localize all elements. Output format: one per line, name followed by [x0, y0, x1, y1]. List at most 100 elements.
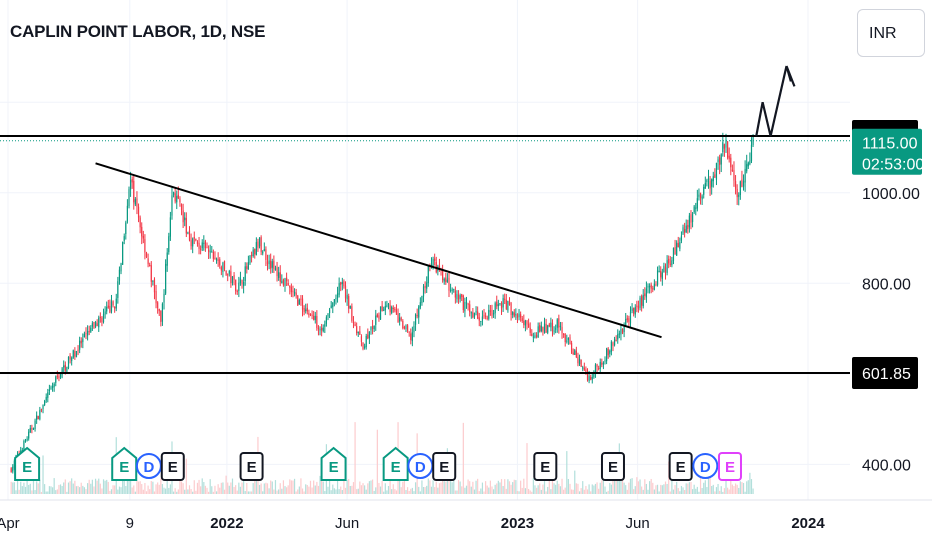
candle-body — [424, 285, 426, 288]
candle-body — [190, 240, 192, 247]
candle-body — [469, 304, 471, 313]
candle-body — [666, 260, 668, 273]
volume-bar — [462, 422, 464, 494]
candle-body — [706, 180, 708, 183]
candle-body — [395, 309, 398, 315]
candle-body — [717, 159, 719, 163]
volume-bar — [161, 484, 164, 494]
candle-body — [459, 295, 461, 299]
candle-body — [445, 277, 447, 283]
candle-body — [40, 409, 43, 411]
candle-body — [426, 282, 428, 289]
candle-body — [637, 305, 640, 309]
volume-bar — [381, 481, 383, 494]
candle-body — [744, 168, 746, 183]
candle-body — [736, 188, 738, 198]
volume-bar — [521, 487, 523, 494]
volume-bar — [206, 487, 208, 494]
candle-body — [583, 367, 585, 370]
volume-bar — [749, 472, 751, 494]
volume-bar — [185, 458, 187, 494]
candle-body — [626, 318, 628, 320]
candle-body — [711, 179, 713, 187]
volume-bar — [725, 480, 727, 494]
volume-bar — [177, 489, 179, 494]
volume-bar — [639, 479, 641, 494]
candle-body — [672, 247, 675, 261]
volume-bar — [602, 479, 605, 494]
volume-bar — [677, 488, 679, 494]
volume-bar — [696, 486, 698, 494]
candle-body — [308, 312, 310, 316]
candle-body — [311, 314, 313, 316]
candle-body — [330, 305, 332, 309]
event-marker-e: E — [717, 452, 742, 481]
candle-body — [67, 356, 70, 369]
candle-body — [405, 325, 407, 330]
candle-body — [516, 314, 519, 318]
volume-bar — [56, 489, 58, 494]
volume-bar — [141, 484, 143, 494]
volume-bar — [481, 482, 484, 494]
volume-bar — [47, 491, 49, 494]
volume-bar — [577, 483, 579, 494]
candle-body — [21, 450, 23, 452]
candle-body — [515, 314, 517, 316]
volume-bar — [359, 481, 361, 494]
volume-bar — [346, 479, 348, 494]
candle-body — [93, 321, 95, 329]
volume-bar — [510, 484, 512, 494]
volume-bar — [666, 483, 668, 494]
volume-bar — [671, 480, 673, 494]
volume-bar — [727, 487, 729, 494]
candle-body — [521, 318, 523, 322]
candle-body — [543, 323, 546, 334]
volume-bar — [219, 487, 221, 494]
candle-body — [340, 282, 342, 285]
event-marker-label: E — [608, 459, 618, 476]
candle-body — [704, 182, 706, 189]
volume-bar — [421, 480, 423, 494]
candle-body — [488, 309, 490, 319]
volume-bar — [163, 487, 165, 494]
candle-body — [462, 295, 464, 311]
candle-body — [160, 310, 162, 322]
event-marker-label: E — [725, 459, 735, 476]
volume-bar — [617, 478, 619, 494]
volume-bar — [18, 489, 20, 494]
candle-body — [29, 427, 31, 432]
volume-bar — [233, 486, 235, 494]
volume-bar — [64, 479, 66, 494]
volume-bar — [168, 487, 170, 494]
candle-body — [585, 369, 587, 373]
volume-bar — [72, 483, 74, 494]
volume-bar — [653, 489, 655, 494]
candle-body — [177, 194, 179, 199]
volume-bar — [250, 491, 253, 494]
earnings-marker-shape — [382, 446, 409, 481]
currency-button[interactable]: INR — [857, 9, 925, 57]
volume-bar — [319, 475, 321, 494]
candle-body — [563, 333, 565, 335]
volume-bar — [691, 489, 694, 494]
volume-bar — [454, 490, 456, 494]
candle-body — [551, 323, 554, 332]
candle-body — [602, 362, 605, 365]
last-price-label: 1115.00 — [862, 136, 918, 153]
candle-body — [701, 196, 703, 200]
candle-body — [290, 287, 292, 293]
volume-bar — [71, 478, 73, 494]
volume-bar — [551, 478, 554, 494]
candle-body — [529, 327, 531, 333]
volume-bar — [418, 486, 420, 494]
candle-body — [24, 440, 27, 442]
candle-body — [265, 249, 267, 260]
candle-body — [577, 356, 579, 364]
candle-body — [472, 312, 474, 318]
candle-body — [547, 325, 549, 333]
candle-body — [613, 339, 616, 346]
volume-bar — [612, 479, 614, 494]
volume-bar — [457, 480, 460, 494]
volume-bar — [371, 479, 374, 494]
